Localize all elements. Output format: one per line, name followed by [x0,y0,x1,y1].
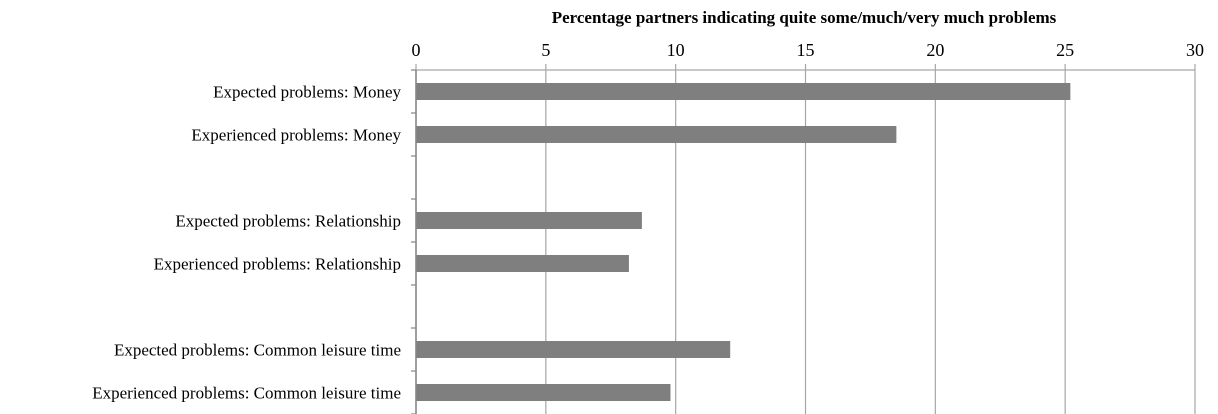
bar [416,126,897,143]
category-label: Expected problems: Money [213,83,401,102]
x-tick-label: 10 [667,40,685,60]
x-tick-label: 15 [797,40,815,60]
bar [416,212,642,229]
grid-lines [415,64,1196,414]
category-label: Expected problems: Common leisure time [114,341,401,360]
category-label: Expected problems: Relationship [175,212,401,231]
x-tick-label: 0 [412,40,421,60]
bars [416,83,1071,401]
x-tick-label: 5 [541,40,550,60]
x-tick-labels: 0 5 10 15 20 25 30 [412,40,1205,60]
bar [416,341,731,358]
x-tick-label: 30 [1186,40,1204,60]
bar [416,384,671,401]
category-label: Experienced problems: Common leisure tim… [92,384,401,403]
category-label: Experienced problems: Money [191,126,401,145]
bar [416,255,629,272]
category-labels: Expected problems: Money Experienced prob… [92,83,401,403]
x-tick-label: 25 [1056,40,1074,60]
category-label: Experienced problems: Relationship [154,255,401,274]
bar [416,83,1071,100]
y-axis [411,69,1195,414]
x-axis-title: Percentage partners indicating quite som… [552,8,1057,27]
x-tick-label: 20 [926,40,944,60]
